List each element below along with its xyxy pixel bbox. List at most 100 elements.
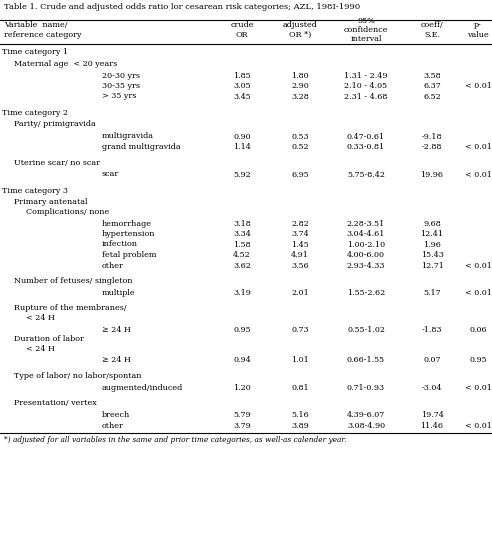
Text: 3.04-4.61: 3.04-4.61 — [347, 230, 385, 238]
Text: < 0.01: < 0.01 — [464, 422, 492, 430]
Text: other: other — [102, 422, 124, 429]
Text: < 24 H: < 24 H — [26, 314, 55, 322]
Text: multigravida: multigravida — [102, 132, 154, 140]
Text: 0.07: 0.07 — [423, 356, 441, 364]
Text: 0.06: 0.06 — [469, 326, 487, 334]
Text: ≥ 24 H: ≥ 24 H — [102, 356, 131, 364]
Text: Primary antenatal: Primary antenatal — [14, 198, 88, 207]
Text: 15.43: 15.43 — [421, 251, 443, 259]
Text: 6.37: 6.37 — [423, 82, 441, 91]
Text: 0.81: 0.81 — [291, 384, 309, 392]
Text: 1.00-2.10: 1.00-2.10 — [347, 241, 385, 249]
Text: 3.18: 3.18 — [233, 220, 251, 228]
Text: 3.08-4.90: 3.08-4.90 — [347, 422, 385, 430]
Text: 3.05: 3.05 — [233, 82, 251, 91]
Text: Table 1. Crude and adjusted odds ratio lor cesarean risk categories; AZL, 198I-1: Table 1. Crude and adjusted odds ratio l… — [4, 3, 360, 11]
Text: < 0.01: < 0.01 — [464, 171, 492, 179]
Text: 2.01: 2.01 — [291, 289, 309, 297]
Text: Time category 3: Time category 3 — [2, 187, 68, 195]
Text: 0.71-0.93: 0.71-0.93 — [347, 384, 385, 392]
Text: 4.52: 4.52 — [233, 251, 251, 259]
Text: 12.71: 12.71 — [421, 262, 443, 270]
Text: < 0.01: < 0.01 — [464, 262, 492, 270]
Text: 1.80: 1.80 — [291, 72, 309, 80]
Text: hypertension: hypertension — [102, 230, 155, 238]
Text: 3.74: 3.74 — [291, 230, 309, 238]
Text: < 0.01: < 0.01 — [464, 143, 492, 151]
Text: Type of labor/ no labor/spontan: Type of labor/ no labor/spontan — [14, 371, 142, 379]
Text: 1.31 - 2.49: 1.31 - 2.49 — [344, 72, 388, 80]
Text: Duration of labor: Duration of labor — [14, 335, 84, 343]
Text: 0.66-1.55: 0.66-1.55 — [347, 356, 385, 364]
Text: 1.14: 1.14 — [233, 143, 251, 151]
Text: 3.58: 3.58 — [423, 72, 441, 80]
Text: 5.17: 5.17 — [423, 289, 441, 297]
Text: 3.28: 3.28 — [291, 93, 309, 101]
Text: other: other — [102, 261, 124, 269]
Text: -2.88: -2.88 — [422, 143, 442, 151]
Text: fetal problem: fetal problem — [102, 251, 156, 259]
Text: 5.75-8.42: 5.75-8.42 — [347, 171, 385, 179]
Text: 4.39-6.07: 4.39-6.07 — [347, 411, 385, 420]
Text: Complications/ none: Complications/ none — [26, 209, 109, 216]
Text: Variable  name/
reference category: Variable name/ reference category — [4, 21, 82, 38]
Text: -3.04: -3.04 — [422, 384, 442, 392]
Text: 0.95: 0.95 — [233, 326, 251, 334]
Text: 19.74: 19.74 — [421, 411, 443, 420]
Text: > 35 yrs: > 35 yrs — [102, 93, 136, 100]
Text: 1.20: 1.20 — [233, 384, 251, 392]
Text: -1.83: -1.83 — [422, 326, 442, 334]
Text: 2.28-3.51: 2.28-3.51 — [347, 220, 385, 228]
Text: 0.33-0.81: 0.33-0.81 — [347, 143, 385, 151]
Text: < 0.01: < 0.01 — [464, 82, 492, 91]
Text: -9.18: -9.18 — [422, 133, 442, 141]
Text: 4.91: 4.91 — [291, 251, 309, 259]
Text: 1.58: 1.58 — [233, 241, 251, 249]
Text: Time category 1: Time category 1 — [2, 48, 68, 56]
Text: Rupture of the membranes/: Rupture of the membranes/ — [14, 305, 126, 313]
Text: 1.85: 1.85 — [233, 72, 251, 80]
Text: Parity/ primigravida: Parity/ primigravida — [14, 120, 96, 128]
Text: 2.90: 2.90 — [291, 82, 309, 91]
Text: coeff/
S.E.: coeff/ S.E. — [421, 21, 443, 38]
Text: 0.52: 0.52 — [291, 143, 309, 151]
Text: 6.95: 6.95 — [291, 171, 309, 179]
Text: hemorrhage: hemorrhage — [102, 220, 152, 228]
Text: 2.82: 2.82 — [291, 220, 309, 228]
Text: 0.90: 0.90 — [233, 133, 251, 141]
Text: breech: breech — [102, 411, 130, 419]
Text: 5.79: 5.79 — [233, 411, 251, 420]
Text: < 0.01: < 0.01 — [464, 384, 492, 392]
Text: 0.47-0.61: 0.47-0.61 — [347, 133, 385, 141]
Text: scar: scar — [102, 171, 119, 178]
Text: 0.53: 0.53 — [291, 133, 309, 141]
Text: 3.34: 3.34 — [233, 230, 251, 238]
Text: 2.31 - 4.68: 2.31 - 4.68 — [344, 93, 388, 101]
Text: ≥ 24 H: ≥ 24 H — [102, 326, 131, 333]
Text: 6.52: 6.52 — [423, 93, 441, 101]
Text: Time category 2: Time category 2 — [2, 109, 68, 117]
Text: 0.55-1.02: 0.55-1.02 — [347, 326, 385, 334]
Text: 3.19: 3.19 — [233, 289, 251, 297]
Text: 30-35 yrs: 30-35 yrs — [102, 82, 140, 90]
Text: 2.10 - 4.05: 2.10 - 4.05 — [344, 82, 388, 91]
Text: 3.62: 3.62 — [233, 262, 251, 270]
Text: 2.93-4.33: 2.93-4.33 — [347, 262, 385, 270]
Text: 9.68: 9.68 — [423, 220, 441, 228]
Text: 4.00-6.00: 4.00-6.00 — [347, 251, 385, 259]
Text: 19.96: 19.96 — [421, 171, 443, 179]
Text: adjusted
OR *): adjusted OR *) — [282, 21, 317, 38]
Text: 1.96: 1.96 — [423, 241, 441, 249]
Text: crude
OR: crude OR — [230, 21, 254, 38]
Text: augmented/induced: augmented/induced — [102, 384, 183, 391]
Text: *) adjusted for all variables in the same and prior time categories, as well-as : *) adjusted for all variables in the sam… — [4, 436, 346, 444]
Text: infection: infection — [102, 241, 138, 248]
Text: 1.01: 1.01 — [291, 356, 309, 364]
Text: 20-30 yrs: 20-30 yrs — [102, 72, 140, 80]
Text: 0.73: 0.73 — [291, 326, 309, 334]
Text: 0.95: 0.95 — [469, 356, 487, 364]
Text: 11.46: 11.46 — [421, 422, 443, 430]
Text: 5.16: 5.16 — [291, 411, 309, 420]
Text: 3.56: 3.56 — [291, 262, 309, 270]
Text: 3.89: 3.89 — [291, 422, 309, 430]
